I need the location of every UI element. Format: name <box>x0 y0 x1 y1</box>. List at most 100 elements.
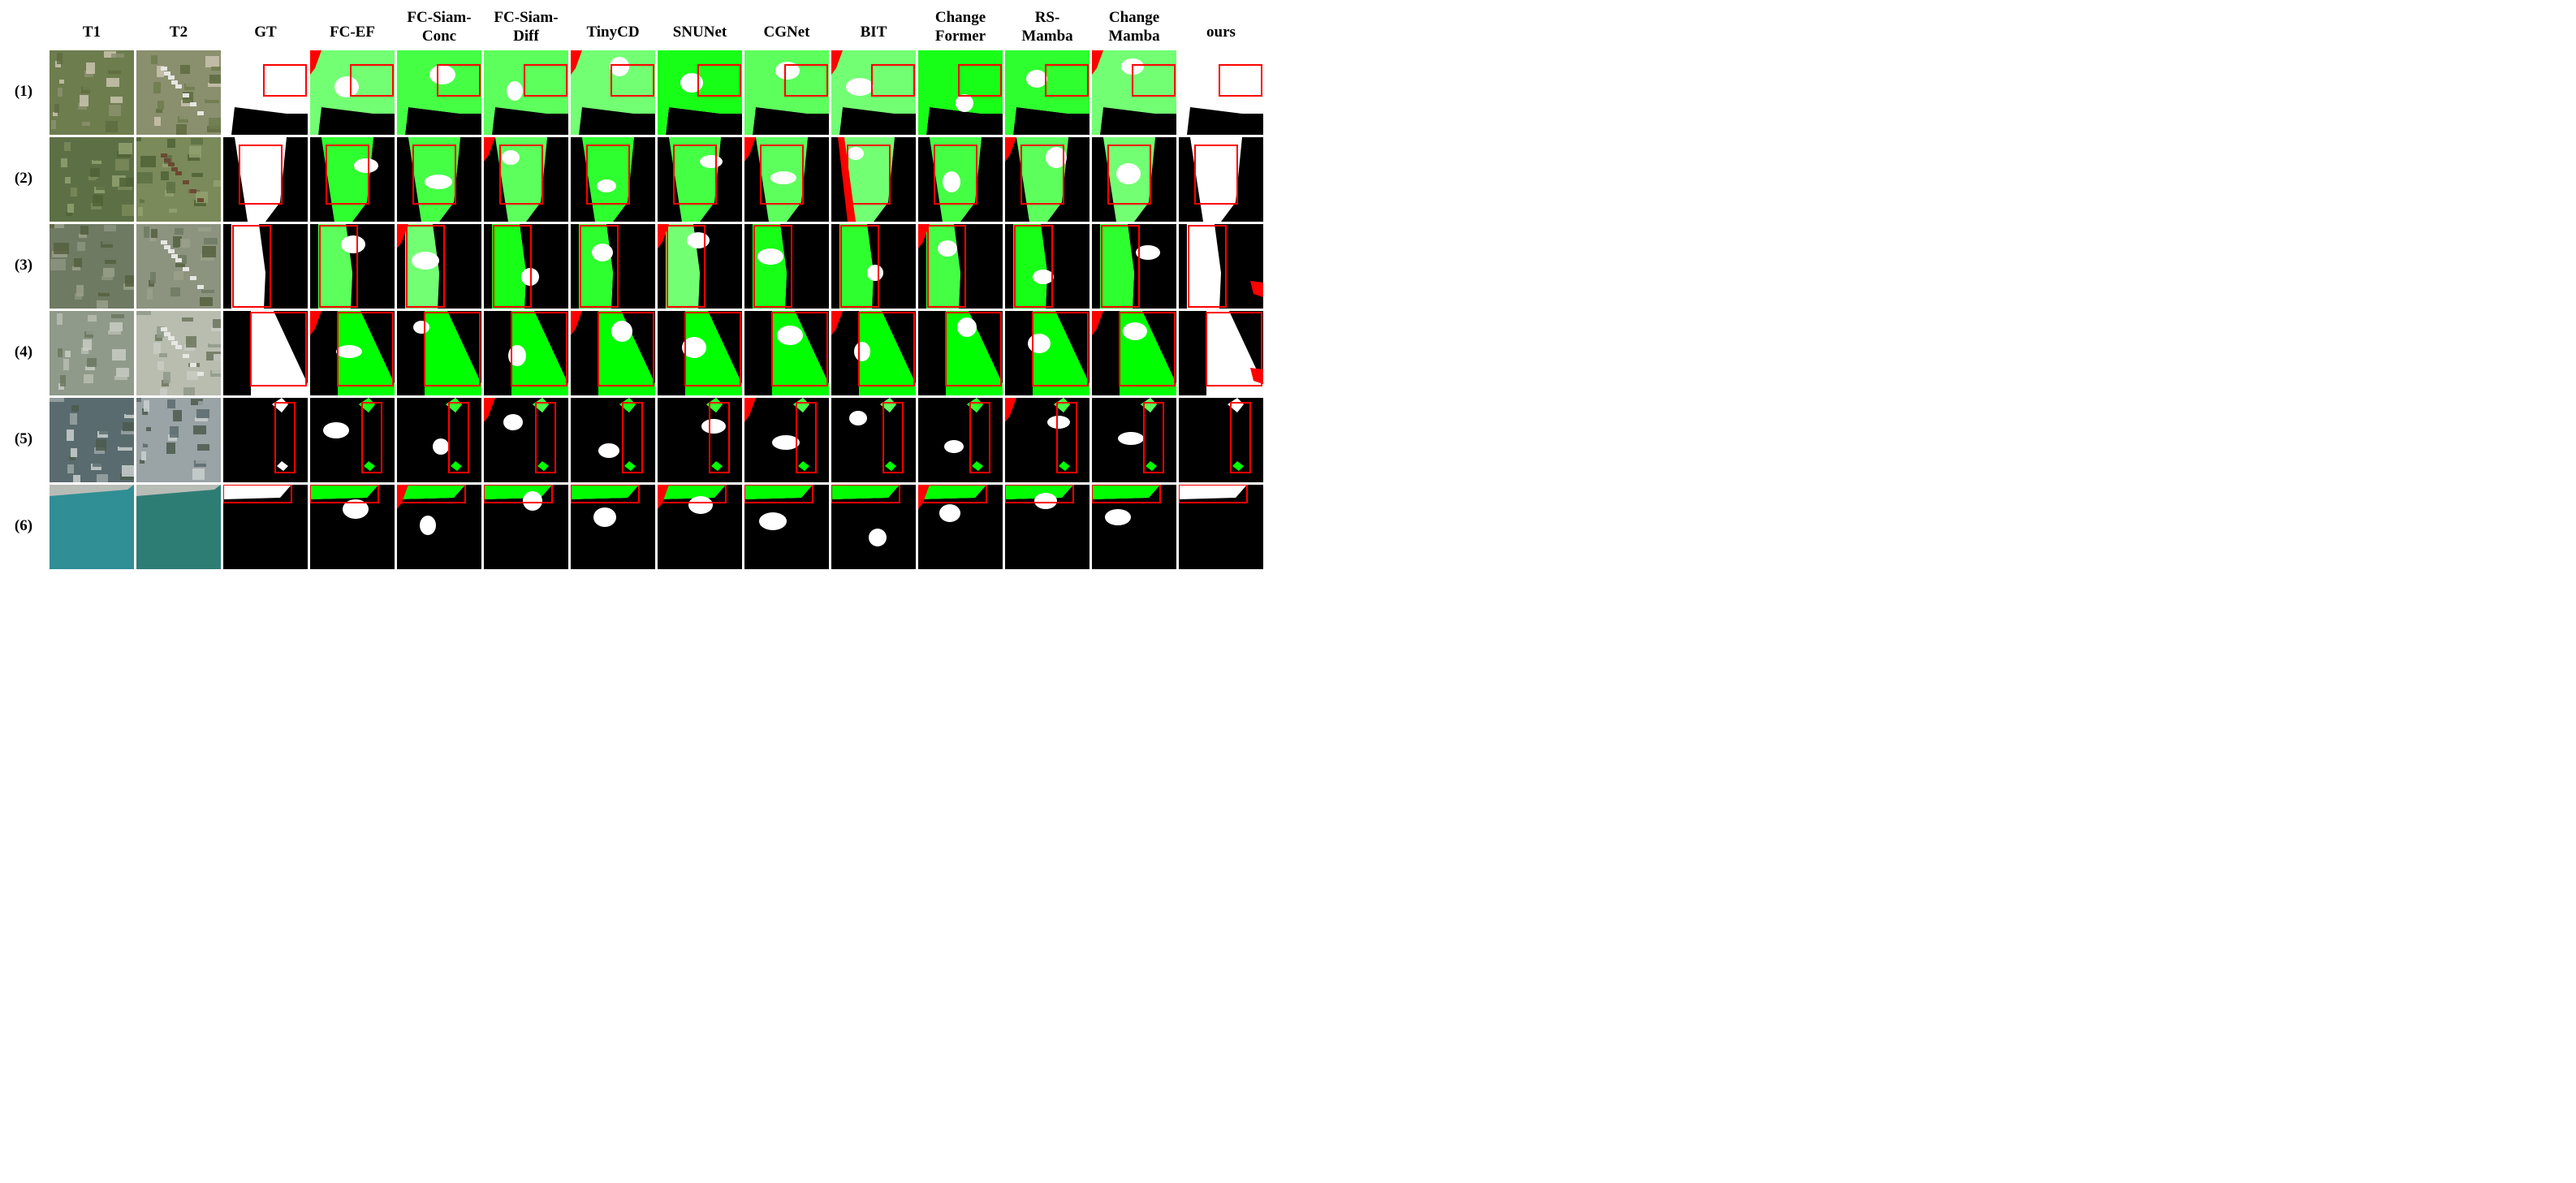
tile-change-mamba-row-1 <box>1092 50 1176 135</box>
mask-snunet-2 <box>658 137 742 222</box>
mask-fc-siam-diff-2 <box>484 137 568 222</box>
photo-t1-4 <box>50 311 134 395</box>
tile-change-former-row-5 <box>918 398 1003 482</box>
mask-ours-5 <box>1179 398 1263 482</box>
mask-cgnet-5 <box>744 398 829 482</box>
mask-ours-6 <box>1179 485 1263 569</box>
mask-fc-ef-1 <box>310 50 395 135</box>
tile-fc-siam-diff-row-1 <box>484 50 568 135</box>
mask-fc-siam-diff-3 <box>484 224 568 309</box>
tile-t1-row-3 <box>50 224 134 309</box>
mask-rs-mamba-3 <box>1005 224 1090 309</box>
tile-tinycd-row-6 <box>571 485 655 569</box>
mask-cgnet-4 <box>744 311 829 395</box>
mask-snunet-4 <box>658 311 742 395</box>
photo-t2-6 <box>136 485 221 569</box>
mask-tinycd-6 <box>571 485 655 569</box>
mask-tinycd-5 <box>571 398 655 482</box>
tile-fc-ef-row-3 <box>310 224 395 309</box>
tile-tinycd-row-1 <box>571 50 655 135</box>
tile-ours-row-5 <box>1179 398 1263 482</box>
photo-t1-3 <box>50 224 134 309</box>
mask-change-mamba-4 <box>1092 311 1176 395</box>
tile-snunet-row-1 <box>658 50 742 135</box>
mask-gt-4 <box>223 311 308 395</box>
mask-ours-1 <box>1179 50 1263 135</box>
mask-fc-ef-4 <box>310 311 395 395</box>
tile-tinycd-row-3 <box>571 224 655 309</box>
tile-t1-row-1 <box>50 50 134 135</box>
tile-bit-row-2 <box>831 137 916 222</box>
mask-rs-mamba-1 <box>1005 50 1090 135</box>
tile-fc-siam-diff-row-2 <box>484 137 568 222</box>
tile-fc-siam-diff-row-4 <box>484 311 568 395</box>
tile-change-former-row-2 <box>918 137 1003 222</box>
tile-change-mamba-row-4 <box>1092 311 1176 395</box>
tile-change-former-row-4 <box>918 311 1003 395</box>
tile-cgnet-row-6 <box>744 485 829 569</box>
mask-snunet-6 <box>658 485 742 569</box>
tile-ours-row-2 <box>1179 137 1263 222</box>
mask-fc-siam-conc-5 <box>397 398 481 482</box>
tile-t2-row-6 <box>136 485 221 569</box>
tile-change-former-row-6 <box>918 485 1003 569</box>
row-label-2: (2) <box>14 170 33 187</box>
tile-t1-row-2 <box>50 137 134 222</box>
tile-fc-siam-diff-row-3 <box>484 224 568 309</box>
mask-bit-4 <box>831 311 916 395</box>
mask-bit-1 <box>831 50 916 135</box>
mask-rs-mamba-5 <box>1005 398 1090 482</box>
column-header-fc-siam-diff: FC-Siam- Diff <box>494 9 559 45</box>
mask-change-mamba-1 <box>1092 50 1176 135</box>
column-header-rs-mamba: RS- Mamba <box>1021 9 1073 45</box>
tile-gt-row-3 <box>223 224 308 309</box>
tile-change-former-row-1 <box>918 50 1003 135</box>
mask-gt-1 <box>223 50 308 135</box>
mask-gt-5 <box>223 398 308 482</box>
column-header-change-former: Change Former <box>934 9 986 45</box>
photo-t1-5 <box>50 398 134 482</box>
column-header-change-mamba: Change Mamba <box>1108 9 1160 45</box>
mask-fc-ef-3 <box>310 224 395 309</box>
tile-bit-row-1 <box>831 50 916 135</box>
tile-change-mamba-row-2 <box>1092 137 1176 222</box>
mask-ours-2 <box>1179 137 1263 222</box>
mask-change-former-5 <box>918 398 1003 482</box>
tile-cgnet-row-5 <box>744 398 829 482</box>
tile-fc-ef-row-5 <box>310 398 395 482</box>
tile-fc-ef-row-1 <box>310 50 395 135</box>
tile-rs-mamba-row-6 <box>1005 485 1090 569</box>
mask-fc-siam-conc-3 <box>397 224 481 309</box>
mask-cgnet-3 <box>744 224 829 309</box>
tile-ours-row-3 <box>1179 224 1263 309</box>
mask-change-mamba-5 <box>1092 398 1176 482</box>
mask-fc-ef-5 <box>310 398 395 482</box>
tile-fc-siam-conc-row-2 <box>397 137 481 222</box>
tile-gt-row-4 <box>223 311 308 395</box>
tile-gt-row-2 <box>223 137 308 222</box>
mask-fc-siam-conc-2 <box>397 137 481 222</box>
tile-snunet-row-4 <box>658 311 742 395</box>
mask-fc-ef-2 <box>310 137 395 222</box>
mask-change-former-4 <box>918 311 1003 395</box>
row-label-6: (6) <box>14 517 33 534</box>
mask-bit-5 <box>831 398 916 482</box>
mask-fc-siam-diff-6 <box>484 485 568 569</box>
mask-gt-2 <box>223 137 308 222</box>
mask-gt-3 <box>223 224 308 309</box>
tile-fc-ef-row-4 <box>310 311 395 395</box>
photo-t2-4 <box>136 311 221 395</box>
mask-cgnet-1 <box>744 50 829 135</box>
mask-change-former-2 <box>918 137 1003 222</box>
tile-t2-row-2 <box>136 137 221 222</box>
tile-fc-siam-conc-row-5 <box>397 398 481 482</box>
mask-bit-6 <box>831 485 916 569</box>
column-header-bit: BIT <box>860 24 887 41</box>
mask-bit-3 <box>831 224 916 309</box>
mask-bit-2 <box>831 137 916 222</box>
column-header-fc-siam-conc: FC-Siam- Conc <box>407 9 472 45</box>
mask-snunet-3 <box>658 224 742 309</box>
mask-snunet-5 <box>658 398 742 482</box>
row-label-4: (4) <box>14 343 33 361</box>
tile-snunet-row-5 <box>658 398 742 482</box>
